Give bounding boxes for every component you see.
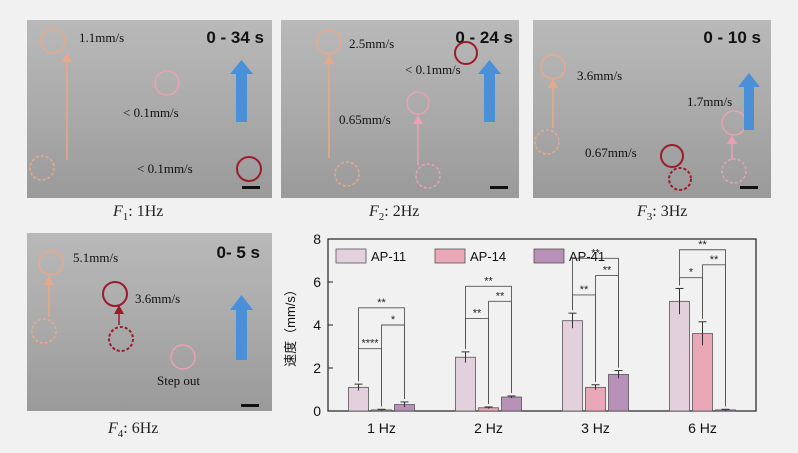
bar	[348, 386, 369, 412]
panel-f2: 0 - 24 s 2.5mm/s < 0.1mm/s 0.65mm/s	[281, 20, 519, 198]
significance-label: **	[484, 275, 493, 287]
bar	[562, 320, 583, 412]
significance-bracket	[595, 275, 619, 382]
y-tick-label: 8	[313, 231, 321, 247]
significance-label: **	[580, 284, 589, 296]
x-tick-label: 1 Hz	[367, 420, 396, 436]
legend-label: AP-41	[569, 249, 605, 264]
y-axis-label: 速度（mm/s）	[283, 283, 298, 367]
significance-label: **	[473, 308, 482, 320]
legend-label: AP-11	[371, 249, 406, 264]
trajectory-overlay	[31, 250, 253, 370]
x-tick-label: 3 Hz	[581, 420, 610, 436]
bar	[669, 300, 690, 412]
panel-time: 0- 5 s	[216, 243, 260, 262]
legend-label: AP-14	[470, 249, 506, 264]
bar	[455, 356, 476, 412]
speed-label: 0.65mm/s	[339, 112, 391, 127]
speed-label: 0.67mm/s	[585, 145, 637, 160]
significance-label: *	[391, 314, 396, 326]
speed-label: 5.1mm/s	[73, 250, 119, 265]
speed-label: < 0.1mm/s	[405, 62, 461, 77]
bar	[585, 386, 606, 412]
bar	[501, 396, 522, 412]
significance-label: **	[377, 297, 386, 309]
panel-time: 0 - 34 s	[206, 28, 264, 47]
caption-f2: F2: 2Hz	[369, 203, 420, 224]
significance-bracket	[381, 324, 405, 407]
speed-label: Step out	[157, 373, 200, 388]
caption-f1: F1: 1Hz	[113, 203, 164, 224]
x-tick-label: 6 Hz	[688, 420, 717, 436]
caption-f3: F3: 3Hz	[637, 203, 688, 224]
scale-bar	[740, 186, 758, 189]
y-tick-label: 0	[313, 403, 321, 419]
trajectory-overlay	[29, 28, 262, 182]
scale-bar	[241, 404, 259, 407]
trajectory-overlay	[316, 29, 501, 189]
significance-label: **	[591, 247, 600, 259]
significance-label: **	[603, 265, 612, 277]
y-tick-label: 4	[313, 317, 321, 333]
significance-label: ****	[361, 338, 379, 350]
significance-label: **	[496, 290, 505, 302]
trajectory-overlay	[534, 54, 760, 191]
significance-bracket	[488, 300, 512, 404]
speed-label: < 0.1mm/s	[137, 161, 193, 176]
speed-label: < 0.1mm/s	[123, 105, 179, 120]
scale-bar	[490, 186, 508, 189]
panel-f3: 0 - 10 s 3.6mm/s 1.7mm/s 0.67mm/s	[533, 20, 771, 198]
scale-bar	[242, 186, 260, 189]
speed-label: 3.6mm/s	[135, 291, 181, 306]
bar	[608, 374, 629, 412]
significance-label: **	[710, 254, 719, 266]
speed-label: 1.7mm/s	[687, 94, 733, 109]
panel-time: 0 - 10 s	[703, 28, 761, 47]
legend-swatch	[434, 248, 466, 264]
legend-swatch	[533, 248, 565, 264]
significance-bracket	[702, 264, 726, 407]
legend-swatch	[335, 248, 367, 264]
speed-label: 2.5mm/s	[349, 36, 395, 51]
x-tick-label: 2 Hz	[474, 420, 503, 436]
speed-label: 1.1mm/s	[79, 30, 125, 45]
y-tick-label: 6	[313, 274, 321, 290]
significance-label: *	[689, 267, 694, 279]
panel-f4: 0- 5 s 5.1mm/s 3.6mm/s Step out	[27, 233, 272, 411]
y-tick-label: 2	[313, 360, 321, 376]
panel-f1: 0 - 34 s 1.1mm/s < 0.1mm/s < 0.1mm/s	[27, 20, 272, 198]
speed-label: 3.6mm/s	[577, 68, 623, 83]
significance-label: **	[698, 239, 707, 251]
caption-f4: F4: 6Hz	[108, 420, 159, 441]
